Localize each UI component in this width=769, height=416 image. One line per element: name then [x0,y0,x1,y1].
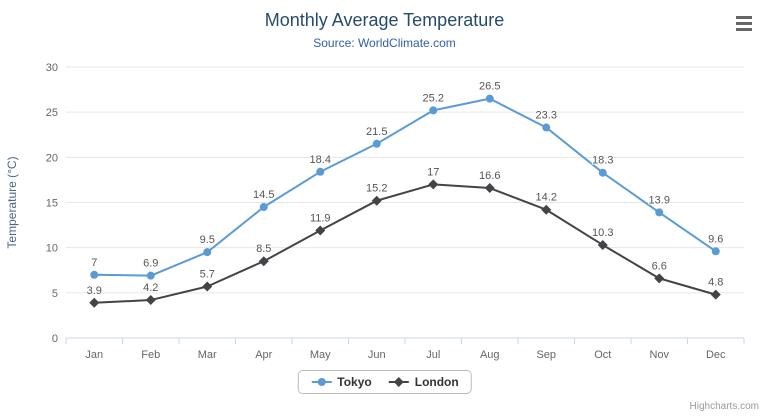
legend-item-london[interactable]: London [388,375,459,389]
data-label-tokyo: 14.5 [253,189,274,201]
x-tick-label: Dec [706,349,726,361]
y-tick-label: 30 [46,62,58,74]
legend: Tokyo London [297,370,472,394]
x-tick-label: Oct [594,349,611,361]
data-label-tokyo: 25.2 [423,92,444,104]
data-point-london[interactable] [315,225,326,236]
data-label-london: 4.8 [708,277,723,289]
x-tick-label: Apr [255,349,272,361]
data-label-tokyo: 13.9 [649,194,670,206]
legend-label-tokyo: Tokyo [337,375,372,389]
legend-marker-tokyo [311,378,332,386]
data-point-tokyo[interactable] [203,248,212,257]
series-line-tokyo [94,97,717,277]
data-label-london: 16.6 [479,170,500,182]
data-point-tokyo[interactable] [372,139,381,148]
x-tick-label: Jan [85,349,103,361]
data-label-london: 15.2 [366,183,387,195]
y-tick-label: 15 [46,198,58,210]
data-label-tokyo: 9.5 [200,234,215,246]
data-label-tokyo: 21.5 [366,126,387,138]
data-point-london[interactable] [202,281,213,292]
x-tick-label: Nov [649,349,669,361]
data-point-london[interactable] [428,179,439,190]
data-label-london: 3.9 [87,285,102,297]
data-label-tokyo: 18.4 [310,154,331,166]
data-label-london: 17 [427,166,439,178]
chart-subtitle: Source: WorldClimate.com [313,36,456,50]
data-point-london[interactable] [710,289,721,300]
data-label-london: 11.9 [310,213,331,225]
legend-label-london: London [414,375,459,389]
data-point-tokyo[interactable] [259,203,268,212]
data-point-london[interactable] [484,183,495,194]
data-point-tokyo[interactable] [542,123,551,132]
data-point-tokyo[interactable] [655,208,664,217]
legend-item-tokyo[interactable]: Tokyo [310,375,372,389]
x-tick-label: Jul [426,349,440,361]
x-tick-label: Jun [368,349,386,361]
data-label-tokyo: 9.6 [708,233,723,245]
data-label-london: 10.3 [592,227,613,239]
data-point-london[interactable] [145,295,156,306]
credits-link[interactable]: Highcharts.com [689,401,759,412]
export-menu-button[interactable] [731,12,757,34]
data-label-london: 8.5 [256,243,271,255]
y-tick-label: 10 [46,243,58,255]
data-point-london[interactable] [654,273,665,284]
data-point-london[interactable] [258,256,269,267]
data-label-london: 5.7 [200,269,215,281]
data-point-london[interactable] [541,204,552,215]
data-label-tokyo: 6.9 [143,258,158,270]
legend-marker-london [388,377,409,387]
data-label-london: 14.2 [536,192,557,204]
x-tick-label: Aug [480,349,500,361]
data-point-tokyo[interactable] [429,106,438,115]
data-point-tokyo[interactable] [485,94,494,103]
data-point-london[interactable] [597,239,608,250]
data-point-tokyo[interactable] [90,270,99,279]
x-tick-label: Mar [198,349,217,361]
data-label-tokyo: 23.3 [536,110,557,122]
data-point-tokyo[interactable] [316,167,325,176]
data-label-tokyo: 18.3 [592,155,613,167]
data-label-london: 6.6 [652,260,667,272]
data-point-tokyo[interactable] [598,168,607,177]
y-tick-label: 25 [46,107,58,119]
hamburger-menu-icon [736,15,752,19]
chart-title: Monthly Average Temperature [264,10,505,30]
data-point-tokyo[interactable] [146,271,155,280]
y-tick-label: 5 [52,288,58,300]
hamburger-menu-icon [736,21,752,25]
data-label-tokyo: 26.5 [479,81,500,93]
x-tick-label: Feb [141,349,160,361]
data-point-london[interactable] [89,297,100,308]
series-line-london [94,183,717,304]
data-label-london: 4.2 [143,282,158,294]
y-tick-label: 0 [52,333,58,345]
y-axis-title: Temperature (°C) [5,156,19,248]
x-tick-label: May [310,349,331,361]
hamburger-menu-icon [736,27,752,31]
y-tick-label: 20 [46,152,58,164]
data-point-tokyo[interactable] [711,247,720,256]
x-tick-label: Sep [536,349,556,361]
data-point-london[interactable] [371,195,382,206]
data-label-tokyo: 7 [91,257,97,269]
